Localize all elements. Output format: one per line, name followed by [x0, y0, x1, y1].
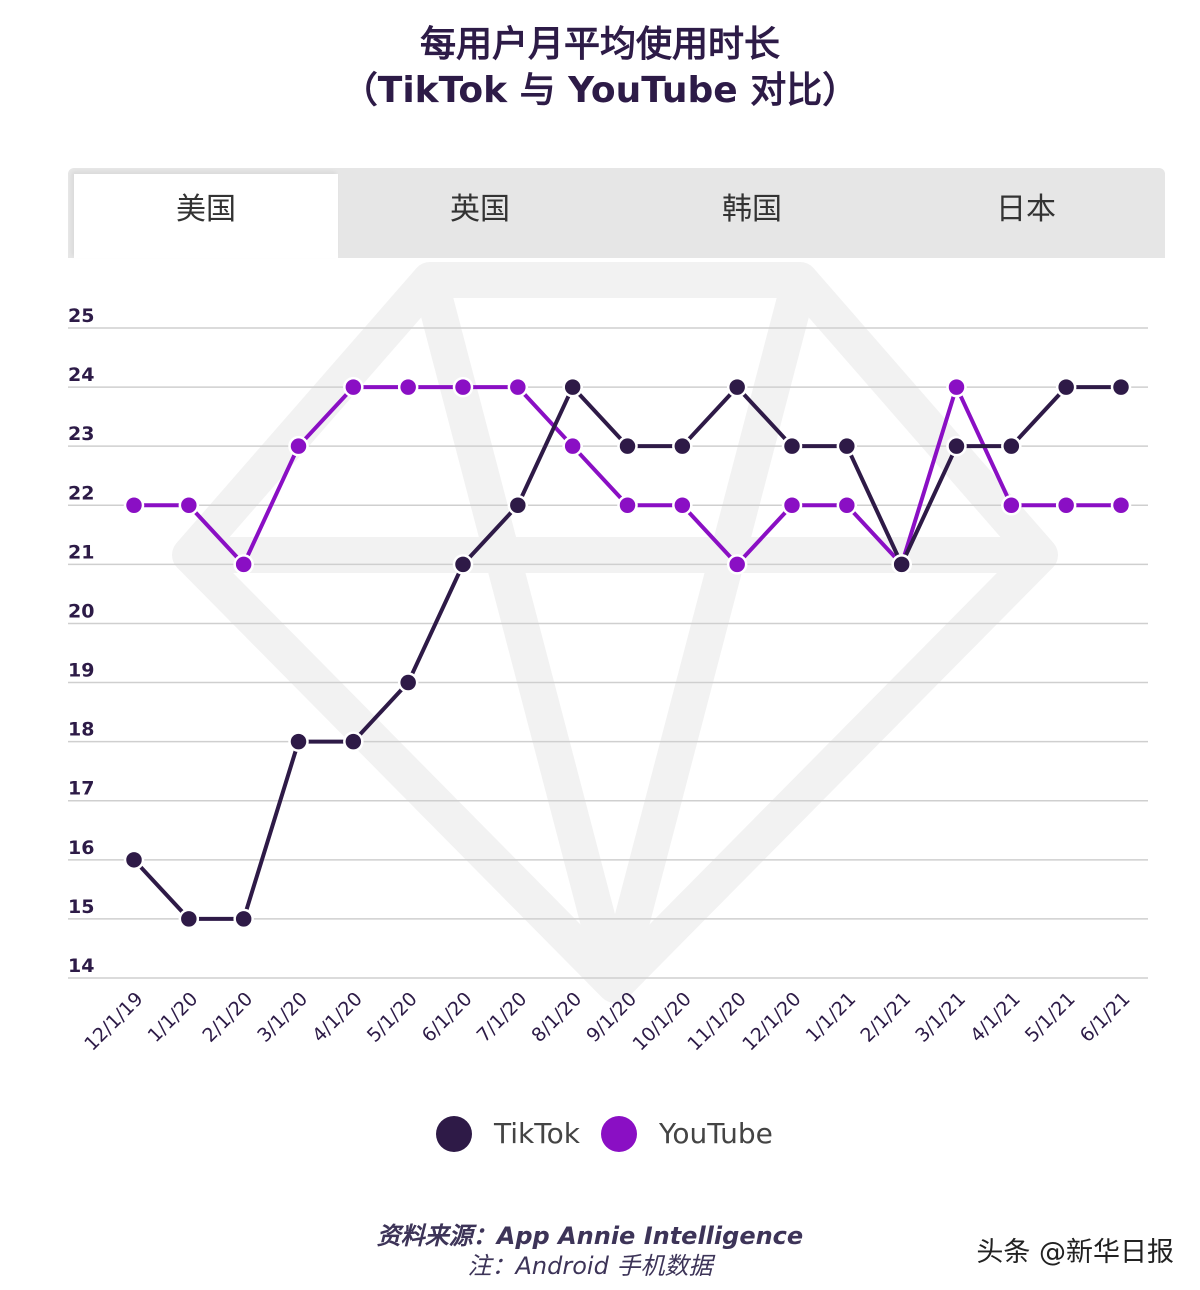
publisher-watermark: 头条 @新华日报 — [976, 1237, 1174, 1268]
y-tick-label: 16 — [68, 837, 94, 859]
x-tick-label: 8/1/20 — [527, 988, 586, 1047]
data-point-tiktok[interactable] — [726, 376, 748, 398]
x-tick-label: 1/1/21 — [802, 988, 861, 1047]
data-point-tiktok[interactable] — [891, 554, 912, 575]
y-tick-label: 15 — [68, 896, 94, 918]
data-point-tiktok[interactable] — [1055, 376, 1077, 398]
data-point-tiktok[interactable] — [836, 435, 858, 457]
x-tick-label: 3/1/21 — [911, 988, 970, 1047]
data-point-tiktok[interactable] — [617, 435, 638, 457]
data-point-tiktok[interactable] — [1001, 435, 1022, 457]
country-tabs: 美国 英国 韩国 日本 — [68, 168, 1165, 258]
data-point-tiktok[interactable] — [123, 849, 145, 871]
data-point-tiktok[interactable] — [178, 908, 200, 930]
y-tick-label: 19 — [68, 660, 94, 682]
data-point-tiktok[interactable] — [288, 731, 309, 752]
data-point-tiktok[interactable] — [781, 435, 803, 457]
data-point-youtube[interactable] — [452, 376, 474, 398]
y-tick-label: 23 — [68, 423, 94, 445]
tab-uk[interactable]: 英国 — [450, 192, 510, 227]
data-point-youtube[interactable] — [397, 376, 419, 398]
x-tick-label: 5/1/20 — [363, 988, 422, 1047]
legend-swatch-tiktok — [436, 1116, 472, 1152]
data-point-tiktok[interactable] — [343, 731, 364, 752]
data-point-tiktok[interactable] — [507, 495, 529, 516]
x-tick-label: 2/1/20 — [198, 988, 257, 1047]
y-tick-label: 24 — [68, 364, 94, 386]
data-point-youtube[interactable] — [343, 376, 364, 398]
data-point-youtube[interactable] — [507, 376, 529, 398]
x-tick-label: 1/1/20 — [144, 988, 203, 1047]
x-tick-label: 4/1/21 — [966, 988, 1025, 1047]
data-note: 注：Android 手机数据 — [467, 1252, 713, 1280]
tab-japan[interactable]: 日本 — [996, 192, 1056, 227]
legend: TikTok YouTube — [0, 1112, 1200, 1156]
data-point-tiktok[interactable] — [233, 908, 254, 930]
x-tick-label: 2/1/21 — [856, 988, 915, 1047]
source-note: 资料来源：App Annie Intelligence — [376, 1222, 804, 1250]
data-point-youtube[interactable] — [123, 495, 145, 516]
data-point-tiktok[interactable] — [946, 435, 967, 457]
data-point-tiktok[interactable] — [397, 672, 419, 693]
data-point-youtube[interactable] — [617, 495, 638, 516]
data-point-youtube[interactable] — [1055, 495, 1077, 516]
y-tick-label: 20 — [68, 600, 94, 622]
data-point-tiktok[interactable] — [452, 554, 474, 575]
data-point-youtube[interactable] — [288, 435, 309, 457]
x-tick-label: 6/1/20 — [418, 988, 477, 1047]
data-point-youtube[interactable] — [562, 435, 583, 457]
y-tick-label: 25 — [68, 305, 94, 327]
x-tick-label: 12/1/20 — [738, 988, 805, 1055]
x-tick-label: 4/1/20 — [308, 988, 367, 1047]
chart-title: 每用户月平均使用时长 — [419, 24, 780, 65]
data-point-youtube[interactable] — [726, 554, 748, 575]
tab-usa[interactable]: 美国 — [74, 174, 338, 258]
data-point-tiktok[interactable] — [1110, 376, 1132, 398]
data-point-tiktok[interactable] — [672, 435, 693, 457]
data-point-youtube[interactable] — [233, 554, 254, 575]
x-tick-label: 6/1/21 — [1076, 988, 1135, 1047]
data-point-youtube[interactable] — [946, 376, 967, 398]
x-tick-label: 11/1/20 — [683, 988, 750, 1055]
data-point-youtube[interactable] — [672, 495, 693, 516]
x-tick-label: 3/1/20 — [253, 988, 312, 1047]
y-tick-label: 14 — [68, 955, 94, 977]
diamond-watermark — [172, 262, 1058, 1003]
y-tick-label: 18 — [68, 719, 94, 741]
data-point-youtube[interactable] — [1110, 495, 1132, 516]
legend-swatch-youtube — [601, 1116, 637, 1152]
chart-subtitle: （TikTok 与 YouTube 对比） — [341, 70, 859, 111]
legend-label-tiktok: TikTok — [494, 1117, 580, 1150]
x-tick-label: 5/1/21 — [1021, 988, 1080, 1047]
x-tick-label: 10/1/20 — [629, 988, 696, 1055]
data-point-youtube[interactable] — [836, 495, 858, 516]
data-point-youtube[interactable] — [781, 495, 803, 516]
x-tick-label: 12/1/19 — [80, 988, 147, 1055]
data-point-tiktok[interactable] — [562, 376, 583, 398]
y-tick-label: 22 — [68, 482, 94, 504]
tab-korea[interactable]: 韩国 — [722, 192, 782, 227]
legend-label-youtube: YouTube — [659, 1117, 773, 1150]
x-tick-label: 7/1/20 — [473, 988, 532, 1047]
y-tick-label: 17 — [68, 778, 94, 800]
y-tick-label: 21 — [68, 541, 94, 563]
data-point-youtube[interactable] — [1001, 495, 1022, 516]
data-point-youtube[interactable] — [178, 495, 200, 516]
